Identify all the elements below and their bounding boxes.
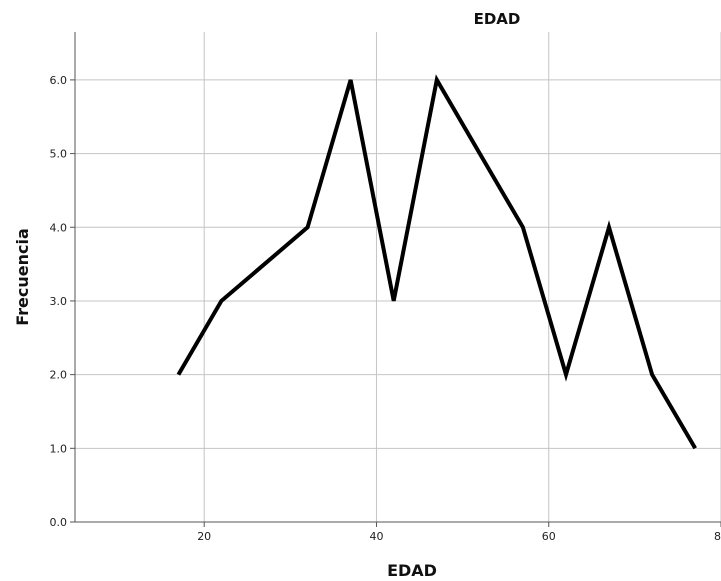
chart-title: EDAD (474, 10, 521, 28)
y-axis-title: Frecuencia (13, 228, 32, 326)
x-tick-label: 20 (197, 530, 211, 543)
y-tick-label: 1.0 (50, 442, 68, 455)
grid (75, 32, 721, 522)
x-axis-title: EDAD (387, 561, 437, 580)
tick-labels: 0.0 1.0 2.0 3.0 4.0 5.0 6.0 20 40 60 80 (50, 74, 721, 543)
series-line (176, 74, 697, 450)
y-tick-label: 6.0 (50, 74, 68, 87)
x-tick-label: 40 (369, 530, 383, 543)
axes (70, 32, 721, 527)
x-tick-label: 60 (542, 530, 556, 543)
x-tick-label: 80 (714, 530, 721, 543)
series-layer (176, 74, 697, 450)
y-tick-label: 4.0 (50, 221, 68, 234)
y-tick-label: 5.0 (50, 148, 68, 161)
y-tick-label: 0.0 (50, 516, 68, 529)
y-tick-label: 3.0 (50, 295, 68, 308)
y-tick-label: 2.0 (50, 369, 68, 382)
